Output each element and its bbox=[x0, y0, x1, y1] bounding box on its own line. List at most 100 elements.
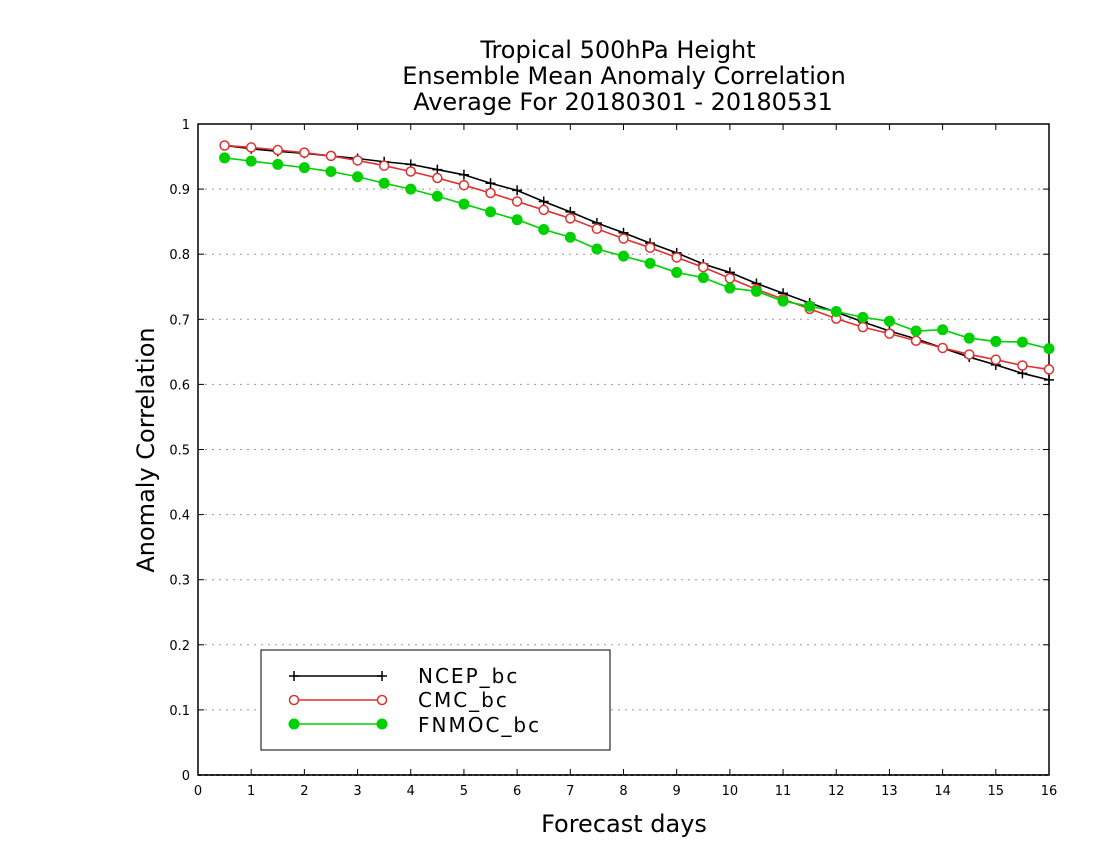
data-point bbox=[458, 198, 470, 210]
data-point bbox=[671, 252, 682, 263]
x-tick-label: 16 bbox=[1041, 784, 1058, 799]
data-point bbox=[378, 177, 390, 189]
data-point bbox=[618, 250, 629, 262]
y-tick-label: 0.3 bbox=[169, 574, 190, 589]
data-point bbox=[431, 190, 443, 202]
x-tick-label: 12 bbox=[828, 784, 845, 799]
data-point bbox=[378, 160, 390, 171]
legend-marker bbox=[288, 694, 300, 706]
data-point bbox=[644, 257, 656, 269]
data-point bbox=[724, 282, 736, 294]
data-point bbox=[511, 196, 523, 207]
series-group bbox=[219, 140, 1055, 385]
data-point bbox=[963, 349, 975, 360]
data-point bbox=[352, 171, 364, 183]
data-point bbox=[565, 213, 576, 224]
legend-marker bbox=[289, 671, 299, 681]
data-point bbox=[245, 155, 257, 167]
data-point bbox=[538, 204, 549, 216]
data-point bbox=[618, 233, 629, 244]
x-tick-label: 15 bbox=[988, 784, 1005, 799]
x-tick-label: 13 bbox=[881, 784, 898, 799]
data-point bbox=[485, 178, 496, 189]
x-tick-label: 3 bbox=[353, 784, 361, 799]
data-point bbox=[830, 305, 842, 317]
chart-title-line-2: Ensemble Mean Anomaly Correlation bbox=[402, 62, 846, 90]
data-point bbox=[883, 315, 895, 327]
data-point bbox=[298, 162, 310, 174]
x-tick-label: 5 bbox=[460, 784, 468, 799]
y-tick-label: 0.9 bbox=[169, 183, 190, 198]
series-ncep_bc bbox=[219, 140, 1054, 385]
data-point bbox=[644, 242, 656, 253]
legend-marker bbox=[377, 671, 387, 681]
data-point bbox=[272, 144, 284, 156]
data-point bbox=[245, 142, 257, 153]
data-point bbox=[698, 261, 709, 273]
x-tick-label: 0 bbox=[194, 784, 202, 799]
data-point bbox=[937, 342, 948, 354]
data-point bbox=[485, 206, 497, 218]
data-point bbox=[697, 272, 709, 284]
data-point bbox=[299, 147, 310, 158]
x-tick-label: 1 bbox=[247, 784, 255, 799]
data-point bbox=[990, 335, 1002, 347]
legend-label-cmc: CMC_bc bbox=[418, 688, 509, 712]
grid-lines bbox=[198, 188, 1049, 776]
legend: NCEP_bc CMC_bc FNMOC_bc bbox=[260, 649, 611, 751]
data-point bbox=[884, 328, 895, 339]
chart-title-line-3: Average For 20180301 - 20180531 bbox=[413, 88, 833, 116]
x-tick-label: 10 bbox=[722, 784, 739, 799]
legend-marker bbox=[376, 694, 388, 706]
data-point bbox=[325, 166, 337, 178]
data-point bbox=[591, 223, 603, 235]
data-point bbox=[591, 243, 603, 255]
data-point bbox=[910, 335, 922, 347]
legend-label-ncep: NCEP_bc bbox=[418, 664, 519, 688]
data-point bbox=[937, 324, 949, 336]
data-point bbox=[458, 179, 470, 191]
data-point bbox=[325, 150, 337, 162]
y-tick-label: 0.6 bbox=[169, 378, 190, 393]
data-point bbox=[857, 311, 869, 323]
y-tick-label: 0.8 bbox=[169, 248, 190, 263]
y-tick-label: 0.2 bbox=[169, 639, 190, 654]
data-point bbox=[724, 273, 736, 284]
legend-label-fnmoc: FNMOC_bc bbox=[418, 713, 541, 737]
x-tick-label: 7 bbox=[566, 784, 574, 799]
legend-marker bbox=[288, 718, 300, 730]
data-point bbox=[1016, 336, 1028, 348]
data-point bbox=[1044, 374, 1054, 385]
chart-title-line-1: Tropical 500hPa Height bbox=[479, 36, 755, 64]
y-axis-ticks: 0 0.1 0.2 0.3 0.4 0.5 0.6 0.7 0.8 0.9 1 bbox=[169, 118, 1049, 784]
series-line bbox=[224, 157, 1050, 350]
data-point bbox=[485, 187, 496, 199]
x-tick-label: 9 bbox=[673, 784, 681, 799]
legend-marker bbox=[376, 718, 388, 730]
data-point bbox=[512, 185, 523, 196]
data-point bbox=[1043, 343, 1055, 355]
x-tick-label: 14 bbox=[934, 784, 951, 799]
x-axis-ticks: 0 1 2 3 4 5 6 7 8 9 10 11 12 13 14 15 16 bbox=[194, 124, 1057, 799]
data-point bbox=[990, 354, 1002, 365]
y-tick-label: 0 bbox=[182, 769, 190, 784]
data-point bbox=[857, 321, 869, 333]
series-fnmoc_bc bbox=[219, 152, 1055, 355]
data-point bbox=[1043, 364, 1055, 375]
series-line bbox=[224, 144, 1050, 381]
data-point bbox=[272, 158, 284, 170]
y-axis-label: Anomaly Correlation bbox=[132, 327, 160, 572]
data-point bbox=[405, 183, 417, 195]
data-point bbox=[564, 231, 576, 243]
x-tick-label: 8 bbox=[619, 784, 627, 799]
data-point bbox=[405, 166, 416, 177]
data-point bbox=[511, 214, 523, 226]
data-point bbox=[1017, 360, 1028, 371]
data-point bbox=[750, 285, 762, 297]
data-point bbox=[777, 295, 789, 307]
data-point bbox=[671, 266, 683, 278]
data-point bbox=[219, 140, 230, 151]
x-axis-label: Forecast days bbox=[541, 810, 707, 838]
y-tick-label: 0.5 bbox=[169, 444, 190, 459]
